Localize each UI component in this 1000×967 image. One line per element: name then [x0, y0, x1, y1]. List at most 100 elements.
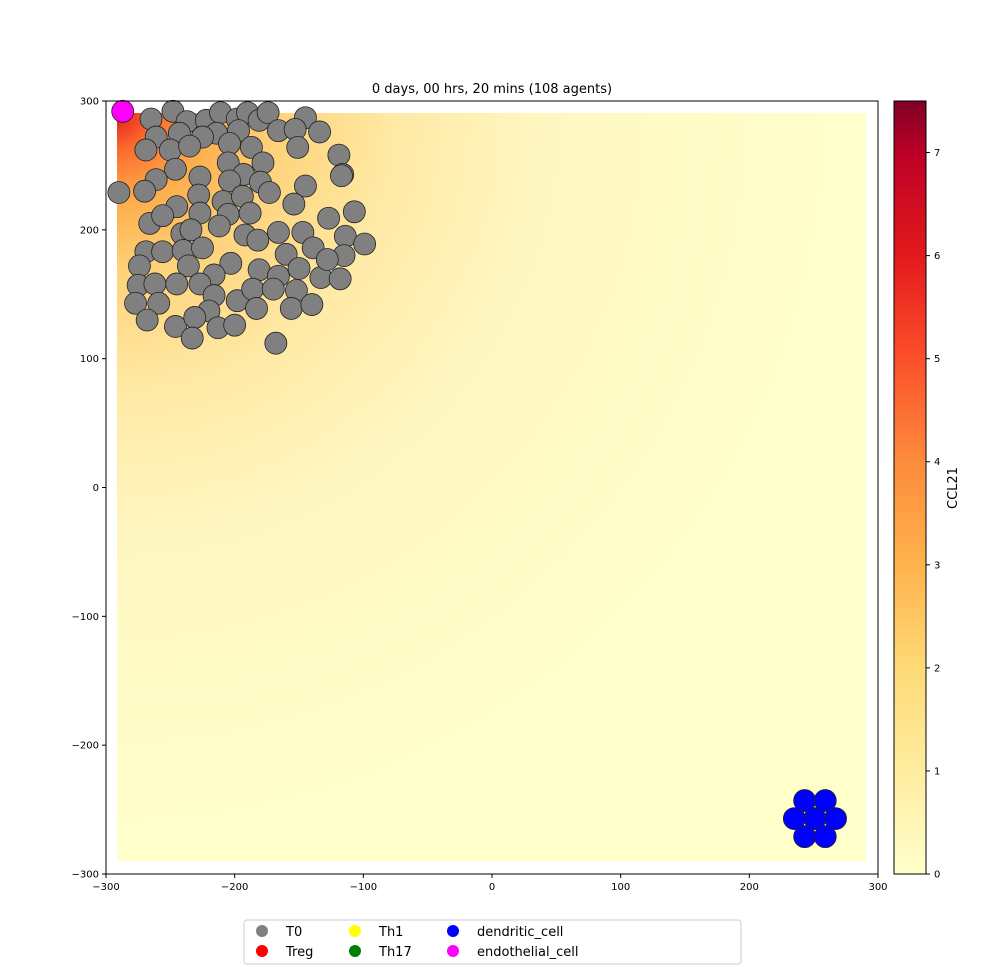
agent-T0-70 — [287, 257, 311, 280]
colorbar-tick-label: 1 — [934, 766, 940, 777]
agent-T0-33 — [218, 169, 241, 193]
colorbar-tick-label: 2 — [934, 663, 940, 674]
y-tick-label: 200 — [80, 225, 99, 236]
legend-items: T0 Treg Th1 Th17 dendritic_cell endothelial_c… — [256, 925, 578, 960]
agent-T0-67 — [128, 254, 151, 278]
agent-T0-36 — [330, 164, 353, 188]
colorbar-tick-label: 4 — [934, 457, 940, 468]
legend-label-dendritic_cell: dendritic_cell — [477, 925, 563, 940]
agent-T0-42 — [282, 192, 306, 216]
colorbar: 0 1 2 3 4 5 6 7 CCL21 — [893, 100, 961, 881]
legend-label-endothelial_cell: endothelial_cell — [477, 945, 578, 960]
agent-T0-75 — [165, 272, 189, 296]
x-tick-label: −300 — [92, 882, 119, 893]
legend-marker-endothelial_cell — [447, 945, 459, 957]
legend-marker-Th17 — [349, 945, 361, 957]
agent-T0-94 — [183, 306, 207, 329]
colorbar-tick-label: 7 — [934, 148, 940, 159]
plot-area — [105, 99, 879, 875]
legend-label-Treg: Treg — [285, 945, 313, 960]
colorbar-tick-label: 6 — [934, 251, 940, 262]
agent-T0-18 — [218, 132, 241, 155]
agent-endothelial_cell-0 — [111, 99, 135, 123]
agent-T0-58 — [333, 224, 357, 248]
agent-dendritic_cell-6 — [813, 825, 837, 849]
legend-marker-Treg — [256, 945, 268, 957]
agent-T0-72 — [176, 254, 200, 278]
legend-label-Th17: Th17 — [378, 945, 412, 960]
agent-T0-19 — [134, 138, 158, 162]
agent-T0-35 — [294, 174, 317, 198]
agent-T0-27 — [164, 157, 187, 181]
colorbar-label: CCL21 — [946, 467, 961, 509]
agent-T0-8 — [256, 101, 280, 124]
agent-T0-87 — [147, 291, 171, 315]
agent-T0-80 — [315, 248, 339, 271]
agent-dendritic_cell-1 — [813, 789, 837, 812]
agent-T0-97 — [180, 326, 204, 350]
legend-marker-dendritic_cell — [447, 925, 459, 937]
legend-label-T0: T0 — [285, 925, 302, 940]
agent-T0-55 — [246, 228, 270, 252]
x-tick-label: −200 — [221, 882, 248, 893]
colorbar-tick-label: 5 — [934, 354, 940, 365]
agent-T0-91 — [300, 293, 324, 316]
x-tick-label: 300 — [868, 882, 887, 893]
y-tick-label: 0 — [93, 483, 99, 494]
agent-T0-26 — [251, 151, 275, 175]
colorbar-tick-label: 0 — [934, 870, 940, 881]
agent-T0-86 — [124, 291, 147, 315]
agent-T0-90 — [279, 297, 303, 320]
agent-dendritic_cell-5 — [793, 825, 817, 849]
x-tick-label: 0 — [489, 882, 495, 893]
legend-frame — [243, 919, 742, 965]
agent-T0-84 — [261, 277, 285, 301]
agent-T0-24 — [327, 143, 351, 167]
x-axis: −300 −200 −100 0 100 200 300 — [92, 874, 888, 893]
y-tick-label: −200 — [72, 741, 99, 752]
agent-T0-16 — [308, 120, 331, 144]
agent-T0-56 — [267, 221, 290, 244]
agent-T0-98 — [264, 331, 288, 355]
y-tick-label: −100 — [72, 612, 99, 623]
agent-T0-61 — [151, 240, 175, 264]
agent-T0-41 — [258, 181, 281, 204]
legend-label-Th1: Th1 — [378, 925, 403, 940]
x-tick-label: 200 — [740, 882, 759, 893]
legend-marker-Th1 — [349, 925, 361, 937]
y-axis: −300 −200 −100 0 100 200 300 — [72, 97, 106, 881]
agent-T0-23 — [286, 135, 310, 159]
agent-T0-21 — [178, 134, 202, 158]
x-tick-label: 100 — [611, 882, 630, 893]
agent-dendritic_cell-4 — [824, 807, 847, 831]
chart-title: 0 days, 00 hrs, 20 mins (108 agents) — [372, 82, 612, 97]
colorbar-tick-label: 3 — [934, 560, 940, 571]
x-tick-label: −100 — [350, 882, 377, 893]
agent-T0-96 — [223, 313, 247, 337]
agent-T0-50 — [342, 200, 366, 224]
agent-T0-53 — [207, 214, 231, 238]
colorbar-ticks: 0 1 2 3 4 5 6 7 — [926, 148, 940, 881]
agent-T0-48 — [238, 201, 262, 225]
agent-T0-20 — [158, 138, 182, 162]
agent-T0-79 — [328, 267, 352, 291]
agent-T0-89 — [245, 297, 268, 320]
scatter-points — [107, 99, 847, 849]
y-tick-label: −300 — [72, 870, 99, 881]
colorbar-gradient — [893, 100, 927, 875]
agent-T0-74 — [143, 272, 167, 296]
agent-T0-52 — [179, 218, 203, 242]
agent-T0-92 — [135, 308, 159, 332]
agent-T0-30 — [107, 181, 131, 204]
agent-T0-83 — [241, 277, 265, 301]
y-tick-label: 100 — [80, 354, 99, 365]
agent-T0-59 — [353, 232, 377, 256]
agent-T0-37 — [133, 179, 157, 203]
agent-T0-68 — [219, 251, 243, 275]
agent-T0-69 — [247, 258, 271, 282]
y-tick-label: 300 — [80, 97, 99, 108]
agent-T0-63 — [191, 236, 214, 260]
agent-T0-49 — [317, 206, 340, 230]
legend-marker-T0 — [256, 925, 268, 937]
